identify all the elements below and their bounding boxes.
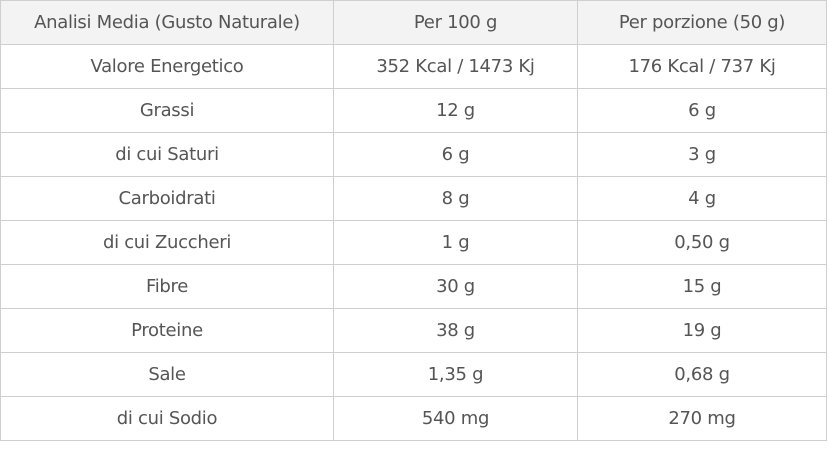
table-cell: 38 g bbox=[333, 308, 578, 353]
table-cell: 1,35 g bbox=[333, 352, 578, 397]
table-cell: 4 g bbox=[577, 176, 827, 221]
table-row: di cui Sodio 540 mg 270 mg bbox=[0, 396, 827, 441]
table-cell: 270 mg bbox=[577, 396, 827, 441]
header-cell: Analisi Media (Gusto Naturale) bbox=[0, 0, 334, 45]
header-cell: Per 100 g bbox=[333, 0, 578, 45]
table-cell: 0,68 g bbox=[577, 352, 827, 397]
table-row: Sale 1,35 g 0,68 g bbox=[0, 352, 827, 397]
table-cell: 15 g bbox=[577, 264, 827, 309]
table-cell: 6 g bbox=[577, 88, 827, 133]
table-cell: Valore Energetico bbox=[0, 44, 334, 89]
table-cell: 6 g bbox=[333, 132, 578, 177]
table-row: Valore Energetico 352 Kcal / 1473 Kj 176 K… bbox=[0, 44, 827, 89]
table-cell: Fibre bbox=[0, 264, 334, 309]
table-cell: 1 g bbox=[333, 220, 578, 265]
table-cell: 19 g bbox=[577, 308, 827, 353]
table-cell: di cui Sodio bbox=[0, 396, 334, 441]
table-cell: Carboidrati bbox=[0, 176, 334, 221]
table-cell: Grassi bbox=[0, 88, 334, 133]
table-cell: 540 mg bbox=[333, 396, 578, 441]
table-cell: 3 g bbox=[577, 132, 827, 177]
table-cell: 0,50 g bbox=[577, 220, 827, 265]
table-cell: 176 Kcal / 737 Kj bbox=[577, 44, 827, 89]
table-body: Valore Energetico 352 Kcal / 1473 Kj 176 K… bbox=[0, 44, 827, 441]
table-row: Proteine 38 g 19 g bbox=[0, 308, 827, 353]
table-cell: Proteine bbox=[0, 308, 334, 353]
table-row: Fibre 30 g 15 g bbox=[0, 264, 827, 309]
table-cell: di cui Saturi bbox=[0, 132, 334, 177]
table-row: di cui Zuccheri 1 g 0,50 g bbox=[0, 220, 827, 265]
table-cell: 8 g bbox=[333, 176, 578, 221]
table-cell: 12 g bbox=[333, 88, 578, 133]
header-cell: Per porzione (50 g) bbox=[577, 0, 827, 45]
table-cell: 352 Kcal / 1473 Kj bbox=[333, 44, 578, 89]
table-cell: Sale bbox=[0, 352, 334, 397]
table-cell: di cui Zuccheri bbox=[0, 220, 334, 265]
table-cell: 30 g bbox=[333, 264, 578, 309]
